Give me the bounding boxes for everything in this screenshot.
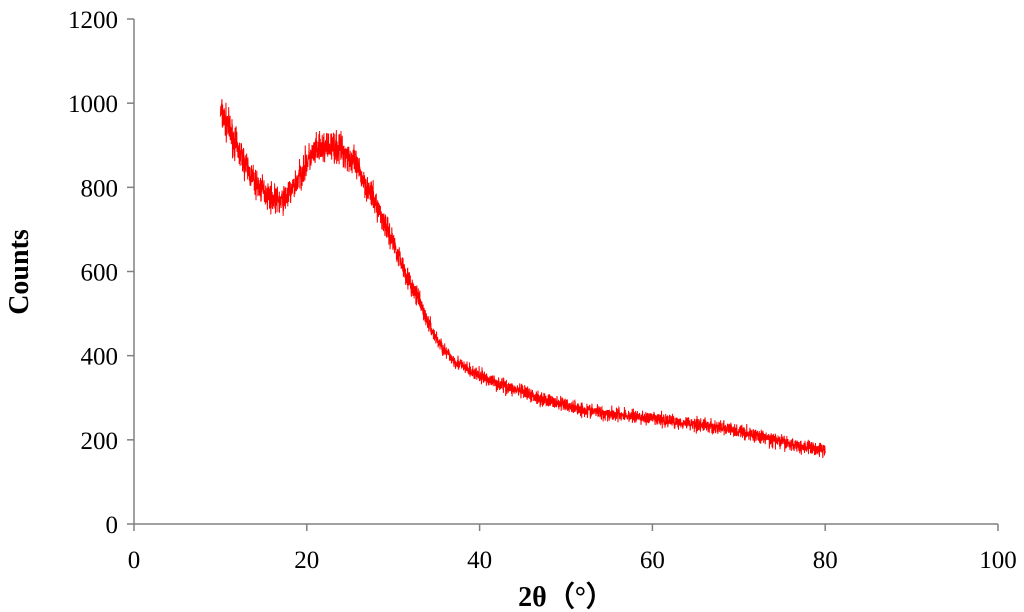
y-tick-label: 0: [106, 512, 119, 539]
x-tick-label: 80: [813, 547, 838, 574]
y-axis-title: Counts: [4, 229, 35, 315]
y-tick-label: 1000: [68, 91, 118, 118]
y-tick-label: 600: [81, 260, 119, 287]
y-tick-label: 400: [81, 344, 119, 371]
x-axis-title: 2θ（°）: [518, 580, 614, 612]
x-tick-label: 60: [640, 547, 665, 574]
x-tick-label: 20: [294, 547, 319, 574]
y-tick-label: 800: [81, 175, 119, 202]
series-layer: [219, 99, 826, 459]
y-tick-label: 200: [81, 428, 119, 455]
x-axis-ticks: 0 20 40 60 80 100: [128, 524, 1017, 574]
plot-area: 0 200 400 600 800 1000 1200 0 20 40 60 80 100: [68, 7, 1017, 574]
x-tick-label: 0: [128, 547, 141, 574]
y-axis-ticks: 0 200 400 600 800 1000 1200: [68, 7, 134, 539]
x-tick-label: 100: [979, 547, 1017, 574]
series-line-0: [219, 99, 826, 459]
y-tick-label: 1200: [68, 7, 118, 34]
x-tick-label: 40: [467, 547, 492, 574]
